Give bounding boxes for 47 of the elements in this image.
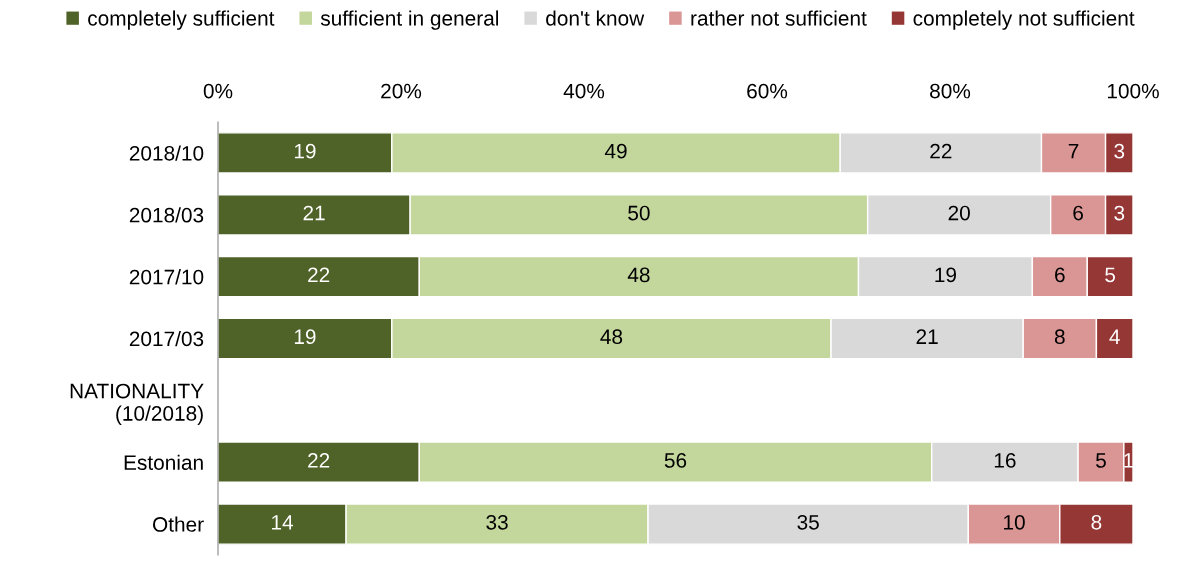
y-tick-label: 2018/03 (129, 207, 204, 223)
legend-label: sufficient in general (320, 10, 499, 30)
data-label: 22 (930, 143, 952, 159)
data-label: 35 (797, 514, 819, 530)
data-label: 5 (1105, 267, 1116, 283)
data-label: 33 (486, 514, 508, 530)
data-label: 21 (303, 205, 325, 221)
data-label: 8 (1091, 514, 1102, 530)
y-tick-label: 2017/10 (129, 269, 204, 285)
y-tick-label: Other (153, 516, 204, 532)
data-label: 7 (1068, 143, 1079, 159)
data-label: 16 (994, 453, 1016, 468)
legend-label: rather not sufficient (691, 10, 867, 26)
data-label: 19 (294, 329, 316, 345)
y-tick-label: NATIONALITY (10/2018) (70, 383, 204, 425)
data-label: 10 (1004, 514, 1025, 530)
x-tick-label: 80% (930, 83, 971, 99)
data-label: 50 (628, 205, 650, 221)
data-label: 3 (1114, 143, 1125, 159)
legend-label: completely sufficient (88, 10, 275, 30)
x-tick-label: 60% (747, 83, 788, 99)
legend-label: don't know (546, 10, 645, 26)
data-label: 14 (272, 515, 294, 530)
data-label: 19 (935, 267, 957, 283)
data-label: 4 (1109, 329, 1120, 344)
y-tick-label: 2017/03 (129, 330, 204, 347)
x-tick-label: 40% (563, 83, 605, 99)
data-label: 56 (664, 453, 687, 468)
data-label: 20 (948, 205, 970, 221)
data-label: 49 (604, 143, 627, 159)
data-label: 6 (1055, 267, 1065, 283)
data-label: 22 (308, 267, 330, 283)
data-label: 48 (627, 267, 650, 283)
data-label: 21 (916, 329, 938, 344)
y-tick-label: 2018/10 (129, 145, 204, 161)
data-label: 6 (1073, 205, 1083, 221)
x-tick-label: 20% (381, 83, 422, 99)
data-label: 19 (294, 143, 316, 159)
x-tick-label: 100% (1107, 83, 1159, 99)
data-label: 48 (600, 329, 623, 345)
y-tick-label: Estonian (124, 454, 203, 470)
legend-label: completely not sufficient (913, 10, 1135, 30)
data-label: 22 (308, 453, 330, 468)
data-label: 3 (1114, 205, 1125, 221)
data-label: 5 (1096, 453, 1106, 468)
x-tick-label: 0% (203, 83, 233, 99)
data-label: 8 (1054, 329, 1065, 345)
